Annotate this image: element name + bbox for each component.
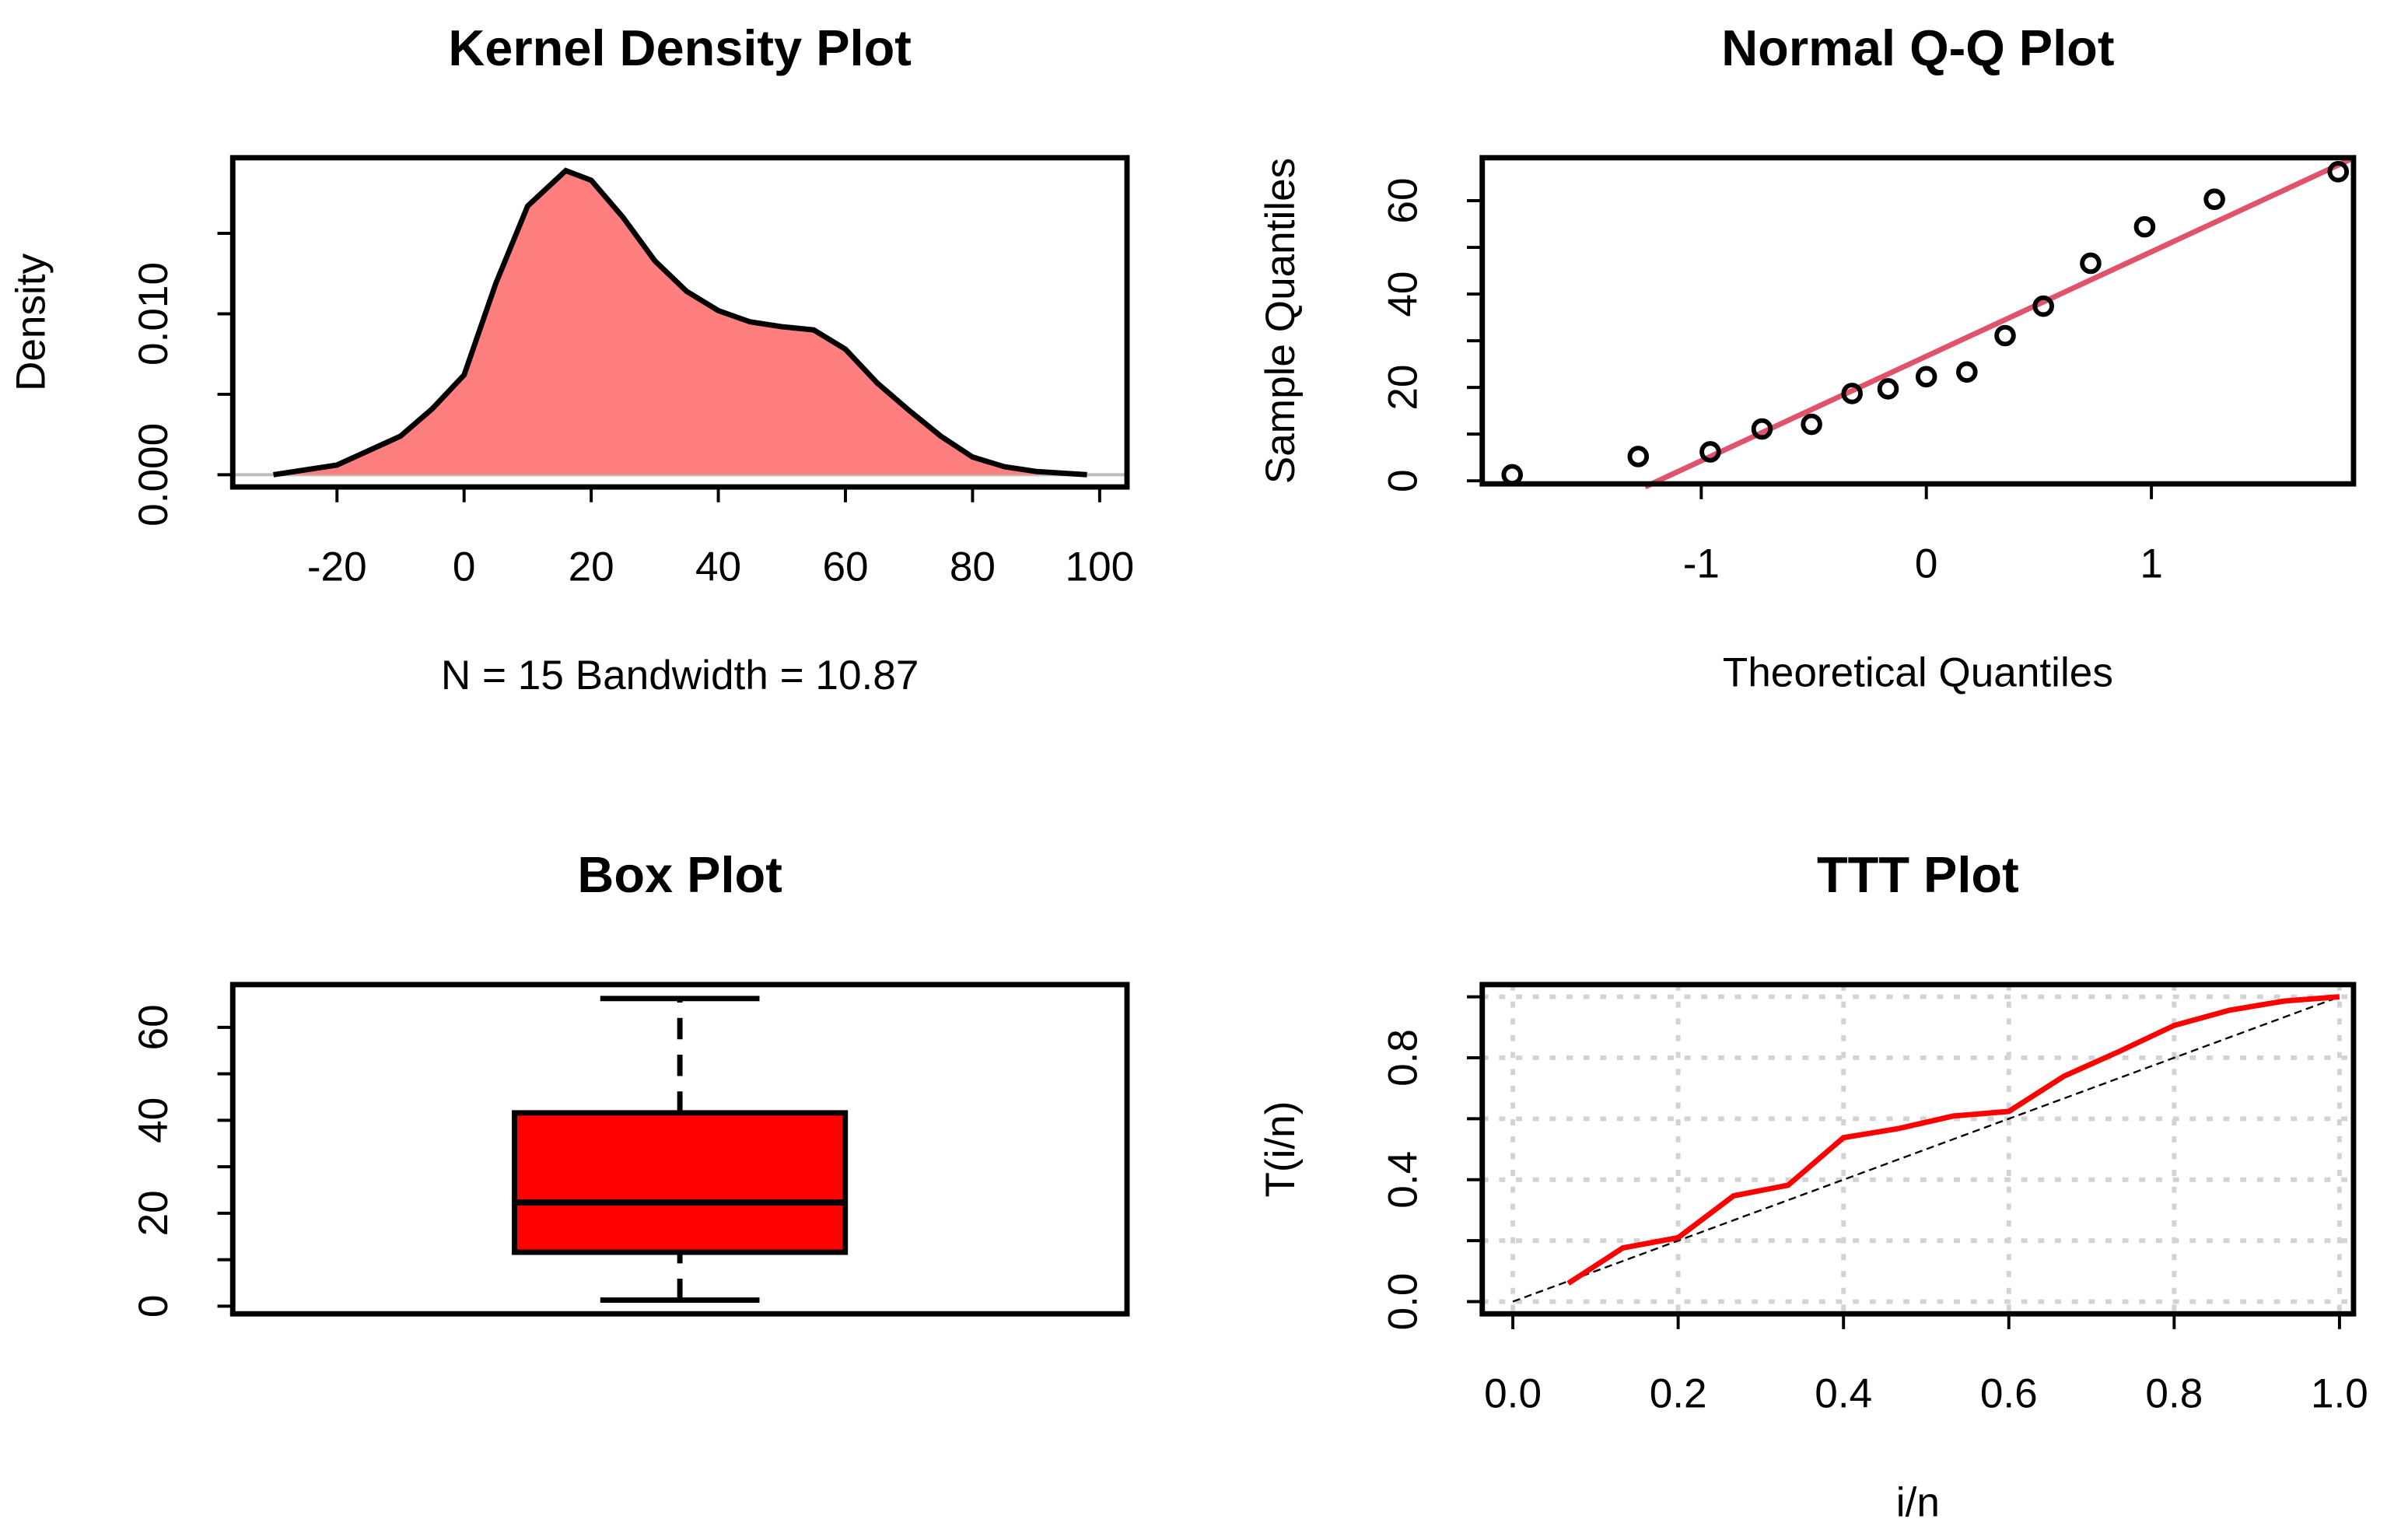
y-tick-label: 0.8 <box>1380 1029 1426 1087</box>
x-tick-label: 40 <box>695 544 741 590</box>
y-tick-label: 0 <box>1380 469 1426 492</box>
box <box>512 1110 849 1255</box>
point <box>1841 383 1863 404</box>
y-tick-label: 0 <box>131 1295 177 1318</box>
x-tick-label: 0.0 <box>1484 1371 1542 1417</box>
point <box>1956 361 1978 383</box>
x-axis-label: Theoretical Quantiles <box>1723 649 2113 695</box>
point <box>2032 295 2054 317</box>
x-tick-label: 1.0 <box>2311 1371 2368 1417</box>
x-tick-label: 80 <box>950 544 996 590</box>
point <box>1501 464 1524 486</box>
y-axis-label: Sample Quantiles <box>1258 158 1304 484</box>
x-tick-label: 100 <box>1066 544 1135 590</box>
qq-line <box>1643 155 2355 490</box>
x-tick-label: 0.6 <box>1980 1371 2038 1417</box>
x-tick-label: 60 <box>822 544 868 590</box>
point <box>1915 366 1937 388</box>
x-tick-label: 1 <box>2140 541 2163 586</box>
plot-frame <box>229 982 1130 1317</box>
density-area <box>273 170 1087 475</box>
y-tick-label: 0.4 <box>1380 1151 1426 1209</box>
chart-title: Normal Q-Q Plot <box>1721 19 2114 76</box>
y-tick-label: 20 <box>1380 365 1426 411</box>
x-tick-label: 0.4 <box>1815 1371 1872 1417</box>
y-tick-label: 0.0 <box>1380 1273 1426 1331</box>
reference-line <box>1512 996 2340 1303</box>
chart-title: TTT Plot <box>1817 846 2019 903</box>
chart-title: Box Plot <box>577 846 782 903</box>
x-axis-label: N = 15 Bandwidth = 10.87 <box>441 653 919 698</box>
x-tick-label: 0.2 <box>1650 1371 1707 1417</box>
point <box>2080 252 2102 275</box>
point <box>1994 324 2016 347</box>
point <box>2327 161 2350 183</box>
y-tick-label: 0.000 <box>131 423 177 527</box>
point <box>1877 378 1899 400</box>
x-tick-label: 0 <box>1915 541 1938 586</box>
plot-frame <box>1479 155 2357 487</box>
x-tick-label: -20 <box>307 544 367 590</box>
chart-title: Kernel Density Plot <box>448 19 912 76</box>
density-line <box>273 167 1087 478</box>
point <box>1801 413 1822 436</box>
x-tick-label: -1 <box>1683 541 1720 586</box>
y-tick-label: 20 <box>131 1190 177 1236</box>
plot-frame <box>229 155 1130 490</box>
x-axis-label: i/n <box>1896 1479 1940 1525</box>
y-tick-label: 60 <box>131 1004 177 1050</box>
point <box>1699 441 1721 463</box>
x-tick-label: 20 <box>569 544 614 590</box>
y-tick-label: 40 <box>131 1097 177 1143</box>
y-axis-label: Density <box>8 253 54 391</box>
y-axis-label: T(i/n) <box>1258 1101 1304 1198</box>
plot-frame <box>1479 982 2357 1317</box>
point <box>2133 215 2156 238</box>
x-tick-label: 0.8 <box>2145 1371 2203 1417</box>
y-tick-label: 40 <box>1380 271 1426 317</box>
ttt-line <box>1566 994 2340 1286</box>
point <box>2203 188 2225 210</box>
x-tick-label: 0 <box>453 544 476 590</box>
point <box>1751 418 1773 440</box>
y-tick-label: 0.010 <box>131 262 177 366</box>
point <box>1627 446 1650 467</box>
y-tick-label: 60 <box>1380 177 1426 223</box>
